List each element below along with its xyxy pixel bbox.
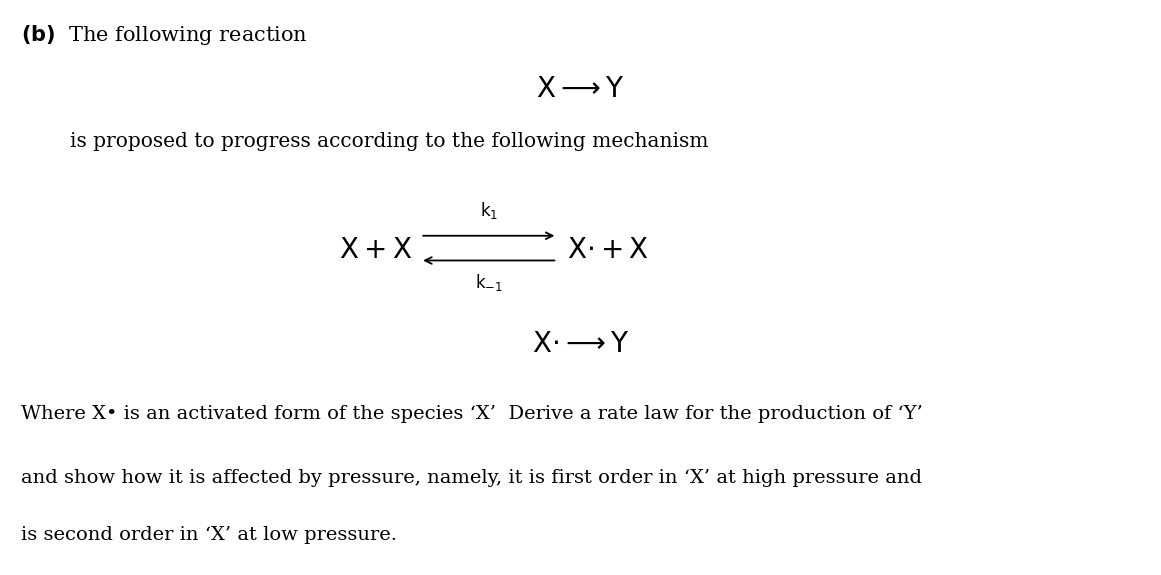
Text: $\mathrm{X{\cdot} + X}$: $\mathrm{X{\cdot} + X}$ xyxy=(567,237,649,263)
Text: $\mathrm{k_1}$: $\mathrm{k_1}$ xyxy=(479,200,498,221)
Text: and show how it is affected by pressure, namely, it is first order in ‘X’ at hig: and show how it is affected by pressure,… xyxy=(21,469,922,486)
Text: $\mathrm{X} \longrightarrow \mathrm{Y}$: $\mathrm{X} \longrightarrow \mathrm{Y}$ xyxy=(536,76,625,103)
Text: is second order in ‘X’ at low pressure.: is second order in ‘X’ at low pressure. xyxy=(21,526,397,544)
Text: $\mathrm{X{\cdot}} \longrightarrow \mathrm{Y}$: $\mathrm{X{\cdot}} \longrightarrow \math… xyxy=(532,331,629,358)
Text: $\mathrm{X + X}$: $\mathrm{X + X}$ xyxy=(339,237,412,263)
Text: $\mathrm{k_{-1}}$: $\mathrm{k_{-1}}$ xyxy=(475,272,503,293)
Text: Where X• is an activated form of the species ‘X’  Derive a rate law for the prod: Where X• is an activated form of the spe… xyxy=(21,405,923,423)
Text: is proposed to progress according to the following mechanism: is proposed to progress according to the… xyxy=(70,132,708,151)
Text: $\mathbf{(b)}$  The following reaction: $\mathbf{(b)}$ The following reaction xyxy=(21,23,308,47)
